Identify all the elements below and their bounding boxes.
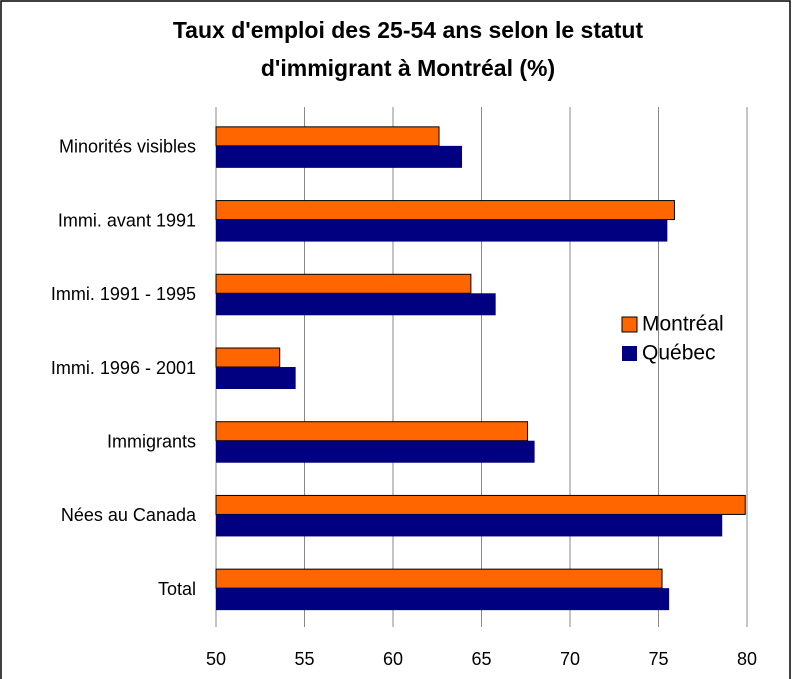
legend-label: Québec (642, 342, 716, 365)
bar (215, 200, 675, 221)
chart-title: Taux d'emploi des 25-54 ans selon le sta… (173, 17, 644, 43)
legend-label: Montréal (642, 313, 724, 336)
chart-title: d'immigrant à Montréal (%) (261, 55, 555, 81)
x-tick-label: 60 (383, 649, 403, 669)
y-tick-label: Nées au Canada (61, 505, 197, 525)
bar (216, 145, 463, 168)
y-tick-label: Immi. 1991 - 1995 (51, 284, 196, 304)
y-tick-label: Immi. avant 1991 (58, 210, 196, 230)
bar (215, 347, 281, 368)
x-tick-label: 70 (560, 649, 580, 669)
x-tick-label: 55 (294, 649, 314, 669)
legend-swatch (621, 316, 638, 333)
x-tick-label: 65 (471, 649, 491, 669)
bar (216, 440, 535, 463)
bar (215, 568, 663, 589)
y-tick-label: Immi. 1996 - 2001 (51, 358, 196, 378)
bar (216, 588, 670, 611)
y-tick-label: Minorités visibles (59, 137, 196, 157)
y-tick-label: Immigrants (107, 431, 196, 451)
bar (215, 421, 529, 442)
y-tick-label: Total (158, 579, 196, 599)
bar (215, 494, 746, 515)
bar (216, 219, 668, 242)
bar (216, 367, 296, 389)
bar (216, 514, 723, 537)
bar (215, 273, 472, 294)
x-tick-label: 80 (737, 649, 757, 669)
x-tick-label: 50 (206, 649, 226, 669)
bar (215, 126, 440, 147)
x-tick-label: 75 (648, 649, 668, 669)
bar (216, 293, 496, 316)
legend-swatch (622, 346, 637, 361)
